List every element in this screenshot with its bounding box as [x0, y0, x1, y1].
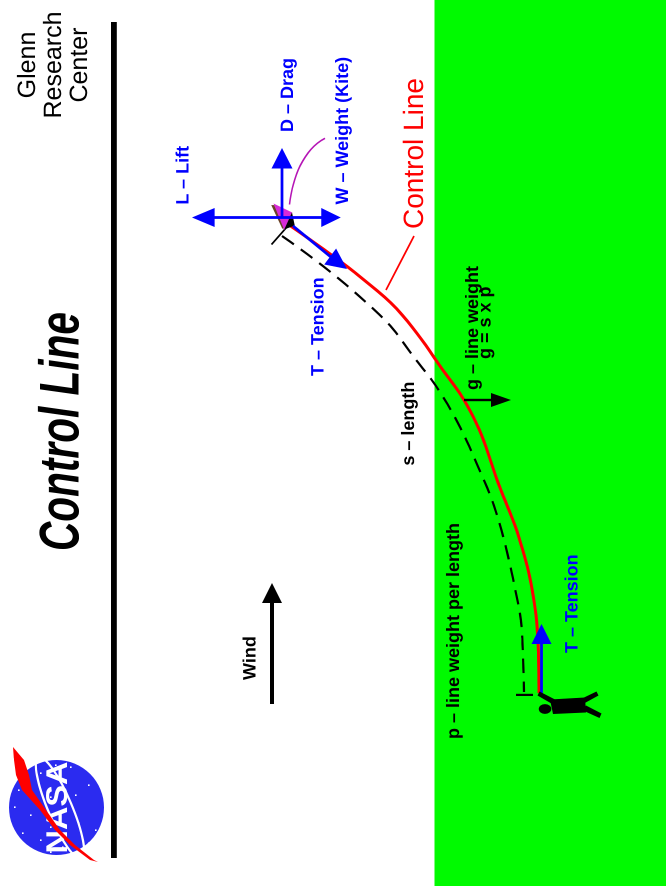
svg-text:Research: Research	[39, 12, 67, 119]
svg-text:s – length: s – length	[398, 382, 418, 466]
svg-text:Center: Center	[65, 27, 93, 102]
svg-text:Wind: Wind	[240, 636, 260, 680]
svg-text:Control Line: Control Line	[28, 312, 91, 551]
svg-text:p – line weight per length: p – line weight per length	[443, 523, 463, 739]
svg-text:D – Drag: D – Drag	[277, 58, 297, 132]
svg-text:W – Weight (Kite): W – Weight (Kite)	[332, 57, 352, 205]
svg-text:T – Tension: T – Tension	[308, 277, 328, 376]
svg-text:Control Line: Control Line	[398, 78, 429, 229]
svg-text:g – line weight: g – line weight	[462, 266, 482, 390]
svg-text:T – Tension: T – Tension	[562, 554, 582, 653]
svg-text:g = s x p: g = s x p	[474, 286, 494, 359]
svg-text:NASA: NASA	[41, 762, 74, 854]
svg-text:L – Lift: L – Lift	[172, 146, 192, 205]
svg-text:Glenn: Glenn	[13, 32, 41, 99]
